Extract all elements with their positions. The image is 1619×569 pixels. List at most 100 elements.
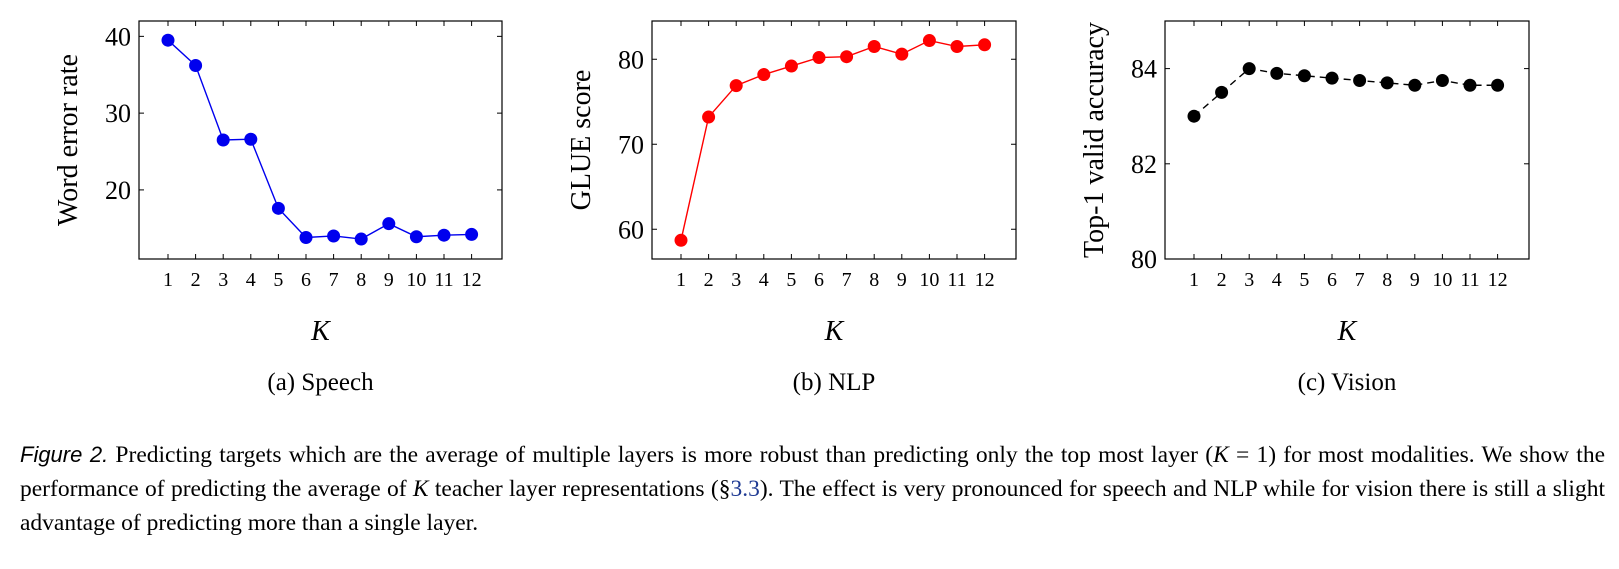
- data-point: [978, 38, 992, 52]
- y-tick-label: 82: [1131, 150, 1157, 179]
- subfigure-caption: (b) NLP: [793, 369, 876, 396]
- data-point: [382, 217, 396, 231]
- x-tick-label: 5: [786, 269, 796, 291]
- x-tick-label: 12: [462, 269, 482, 291]
- x-tick-label: 6: [1327, 269, 1337, 291]
- y-axis-label: Top-1 valid accuracy: [1079, 22, 1110, 258]
- data-point: [1435, 74, 1449, 87]
- data-point: [702, 110, 716, 124]
- data-point: [437, 228, 451, 242]
- x-tick-label: 12: [975, 269, 995, 291]
- x-tick-label: 2: [1217, 269, 1227, 291]
- x-tick-label: 1: [676, 269, 686, 291]
- y-tick-label: 40: [105, 22, 131, 51]
- x-axis-label: K: [310, 316, 331, 347]
- y-tick-label: 84: [1131, 55, 1157, 84]
- x-tick-label: 4: [759, 269, 769, 291]
- figure-caption: Figure 2. Predicting targets which are t…: [20, 438, 1605, 540]
- caption-text-4: ). The effect is very pronounced for spe…: [20, 476, 1605, 536]
- y-tick-label: 70: [618, 130, 644, 159]
- x-tick-label: 3: [1244, 269, 1254, 291]
- caption-text-3: teacher layer representations (§: [428, 476, 731, 502]
- subfigure-caption: (c) Vision: [1298, 369, 1397, 396]
- data-point: [784, 59, 798, 73]
- data-point: [1463, 78, 1477, 92]
- x-tick-label: 8: [356, 269, 366, 291]
- x-tick-label: 7: [1355, 269, 1365, 291]
- caption-text-2: = 1) for most modalities. We show the pe…: [20, 442, 1605, 502]
- y-axis-label: Word error rate: [53, 54, 84, 226]
- data-point: [1353, 74, 1367, 87]
- x-tick-label: 10: [406, 269, 426, 291]
- data-point: [729, 79, 743, 93]
- data-point: [1187, 109, 1201, 123]
- y-tick-label: 60: [618, 215, 644, 244]
- x-axis-label: K: [824, 316, 845, 347]
- figure-label: Figure 2.: [20, 442, 109, 467]
- x-tick-label: 3: [218, 269, 228, 291]
- data-point: [1408, 78, 1422, 92]
- x-tick-label: 4: [246, 269, 256, 291]
- subfigure-caption: (a) Speech: [267, 369, 374, 396]
- x-tick-label: 1: [1189, 269, 1199, 291]
- caption-math-1: K: [1213, 442, 1229, 468]
- x-tick-label: 8: [869, 269, 879, 291]
- data-point: [895, 47, 909, 61]
- x-tick-label: 8: [1382, 269, 1392, 291]
- x-tick-label: 1: [163, 269, 173, 291]
- x-tick-label: 11: [1460, 269, 1479, 291]
- data-point: [1270, 66, 1284, 80]
- data-point: [1491, 78, 1505, 92]
- x-tick-label: 11: [947, 269, 966, 291]
- x-tick-label: 9: [384, 269, 394, 291]
- x-tick-label: 2: [191, 269, 201, 291]
- caption-math-2: K: [412, 476, 429, 502]
- data-point: [354, 232, 368, 246]
- data-point: [757, 68, 771, 82]
- x-tick-label: 7: [842, 269, 852, 291]
- x-tick-label: 6: [814, 269, 824, 291]
- y-axis-label: GLUE score: [566, 70, 597, 211]
- data-point: [189, 59, 203, 73]
- data-point: [271, 201, 285, 215]
- y-tick-label: 20: [105, 176, 131, 205]
- data-point: [922, 34, 936, 48]
- data-point: [840, 50, 854, 64]
- caption-text-1: Predicting targets which are the average…: [108, 442, 1214, 468]
- data-point: [812, 51, 826, 65]
- series-line: [167, 39, 472, 240]
- x-tick-label: 5: [273, 269, 283, 291]
- x-tick-label: 9: [897, 269, 907, 291]
- data-point: [465, 227, 479, 241]
- data-point: [1297, 69, 1311, 83]
- series-line: [1193, 67, 1498, 117]
- data-point: [299, 231, 313, 245]
- data-point: [674, 233, 688, 247]
- x-tick-label: 10: [1432, 269, 1452, 291]
- y-tick-label: 30: [105, 99, 131, 128]
- x-tick-label: 10: [919, 269, 939, 291]
- x-tick-label: 4: [1272, 269, 1282, 291]
- section-reference-link[interactable]: 3.3: [730, 476, 760, 502]
- data-point: [1215, 85, 1229, 99]
- data-point: [161, 33, 175, 47]
- data-point: [409, 230, 423, 244]
- x-tick-label: 5: [1299, 269, 1309, 291]
- y-tick-label: 80: [618, 45, 644, 74]
- data-point: [244, 132, 258, 146]
- x-tick-label: 9: [1410, 269, 1420, 291]
- x-tick-label: 12: [1488, 269, 1508, 291]
- plot-frame: [1164, 20, 1530, 260]
- x-tick-label: 7: [329, 269, 339, 291]
- x-tick-label: 3: [731, 269, 741, 291]
- y-tick-label: 80: [1131, 245, 1157, 274]
- data-point: [1325, 71, 1339, 85]
- data-point: [1242, 62, 1256, 76]
- data-point: [327, 229, 341, 243]
- x-axis-label: K: [1337, 316, 1358, 347]
- x-tick-label: 2: [704, 269, 714, 291]
